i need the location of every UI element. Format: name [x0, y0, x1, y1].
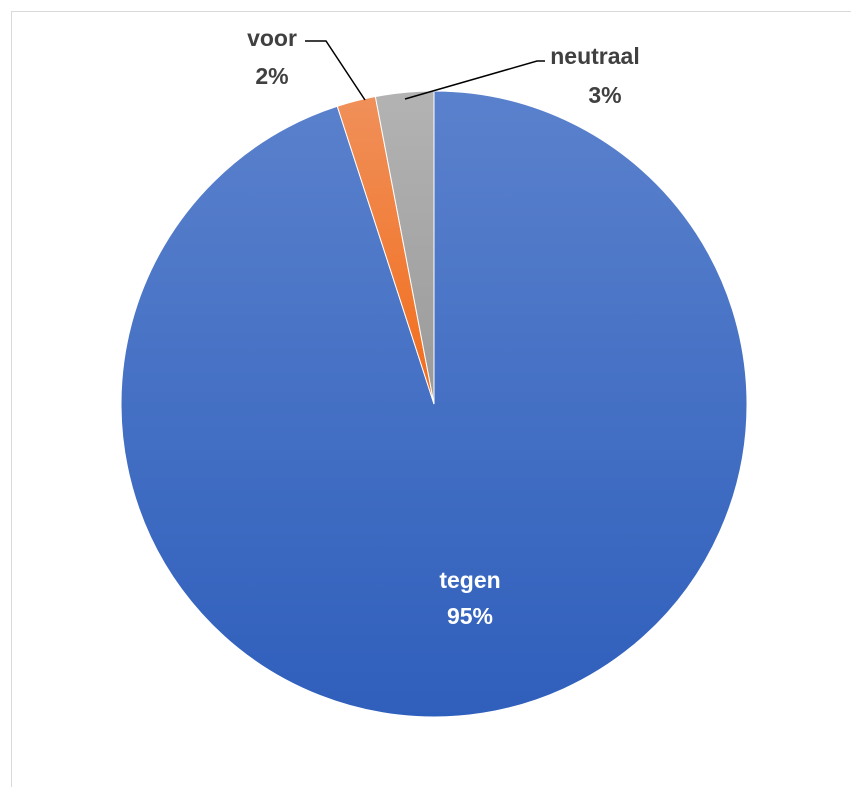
- slice-labels: tegen 95% voor 2% neutraal 3%: [247, 25, 640, 629]
- leader-line-voor: [305, 40, 366, 101]
- slice-label-voor: voor: [247, 25, 297, 51]
- slice-value-voor: 2%: [255, 63, 288, 89]
- slice-value-tegen: 95%: [447, 603, 493, 629]
- leader-line-neutraal: [404, 60, 545, 100]
- pie-slices: [120, 90, 748, 718]
- leader-lines: [305, 40, 545, 101]
- slice-label-neutraal: neutraal: [550, 43, 639, 69]
- chart-area: [11, 11, 851, 787]
- slice-label-tegen: tegen: [439, 567, 500, 593]
- slice-value-neutraal: 3%: [588, 82, 621, 108]
